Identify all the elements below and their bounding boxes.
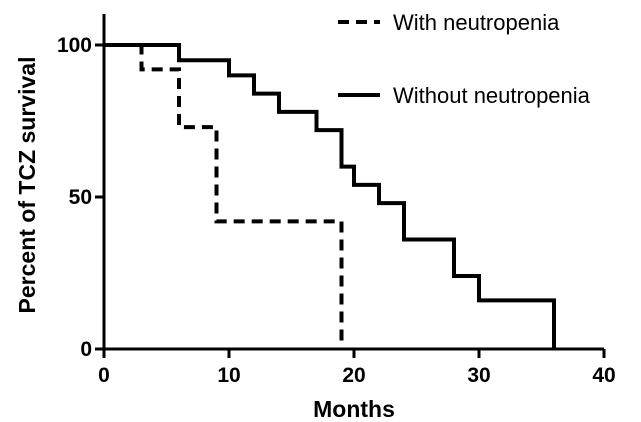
x-tick-label: 40 xyxy=(592,364,615,387)
axis-ticks: 0 10 20 30 40 0 50 100 xyxy=(57,34,616,387)
series-line-with-neutropenia xyxy=(104,43,344,349)
series-layer xyxy=(104,43,556,349)
x-tick-label: 30 xyxy=(467,364,490,387)
y-tick-label: 0 xyxy=(80,338,92,361)
y-axis-title: Percent of TCZ survival xyxy=(14,57,40,314)
legend: With neutropenia Without neutropenia xyxy=(338,10,591,108)
y-tick-label: 100 xyxy=(57,34,92,57)
x-axis-title: Months xyxy=(313,396,395,422)
legend-label-without-neutropenia: Without neutropenia xyxy=(393,83,591,108)
y-tick-label: 50 xyxy=(69,186,92,209)
x-tick-label: 20 xyxy=(342,364,365,387)
x-tick-label: 10 xyxy=(217,364,240,387)
x-tick-label: 0 xyxy=(98,364,110,387)
series-line-without-neutropenia xyxy=(104,43,556,349)
legend-label-with-neutropenia: With neutropenia xyxy=(393,10,560,35)
